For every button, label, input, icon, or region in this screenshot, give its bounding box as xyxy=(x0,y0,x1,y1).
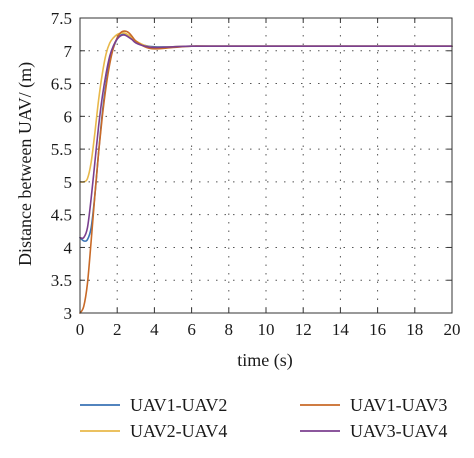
x-axis-label: time (s) xyxy=(237,350,293,371)
y-tick-label: 3 xyxy=(64,304,73,323)
x-tick-label: 16 xyxy=(369,320,386,339)
y-tick-label: 6 xyxy=(64,107,73,126)
axis-ticks xyxy=(79,17,453,314)
x-tick-label: 6 xyxy=(187,320,196,339)
x-tick-label: 2 xyxy=(113,320,122,339)
x-tick-label: 4 xyxy=(150,320,159,339)
y-tick-label: 7 xyxy=(64,42,73,61)
y-axis-label: Distance between UAV/ (m) xyxy=(15,62,36,266)
plot-frame xyxy=(79,17,453,314)
y-tick-label: 5.5 xyxy=(51,140,72,159)
x-tick-label: 14 xyxy=(332,320,350,339)
x-tick-label: 8 xyxy=(225,320,234,339)
x-tick-label: 0 xyxy=(76,320,85,339)
legend-label: UAV3-UAV4 xyxy=(350,421,447,441)
series-line-uav3-uav4 xyxy=(79,34,453,240)
legend-label: UAV1-UAV2 xyxy=(130,395,227,415)
y-tick-label: 4 xyxy=(64,238,73,257)
y-tick-label: 6.5 xyxy=(51,75,72,94)
y-tick-label: 7.5 xyxy=(51,9,72,28)
y-tick-label: 3.5 xyxy=(51,271,72,290)
legend: UAV1-UAV2 UAV2-UAV4 UAV1-UAV3 UAV3-UAV4 xyxy=(80,395,447,441)
y-tick-labels: 3 3.5 4 4.5 5 5.5 6 6.5 7 7.5 xyxy=(51,9,73,323)
y-tick-label: 5 xyxy=(64,173,73,192)
x-tick-label: 18 xyxy=(406,320,423,339)
series-lines xyxy=(79,30,453,314)
x-tick-labels: 0 2 4 6 8 10 12 14 16 18 20 xyxy=(76,320,461,339)
legend-label: UAV1-UAV3 xyxy=(350,395,447,415)
y-tick-label: 4.5 xyxy=(51,206,72,225)
x-tick-label: 20 xyxy=(444,320,461,339)
x-tick-label: 12 xyxy=(295,320,312,339)
legend-label: UAV2-UAV4 xyxy=(130,421,227,441)
grid xyxy=(80,18,452,313)
x-tick-label: 10 xyxy=(258,320,275,339)
series-line-uav2-uav4 xyxy=(79,32,453,183)
